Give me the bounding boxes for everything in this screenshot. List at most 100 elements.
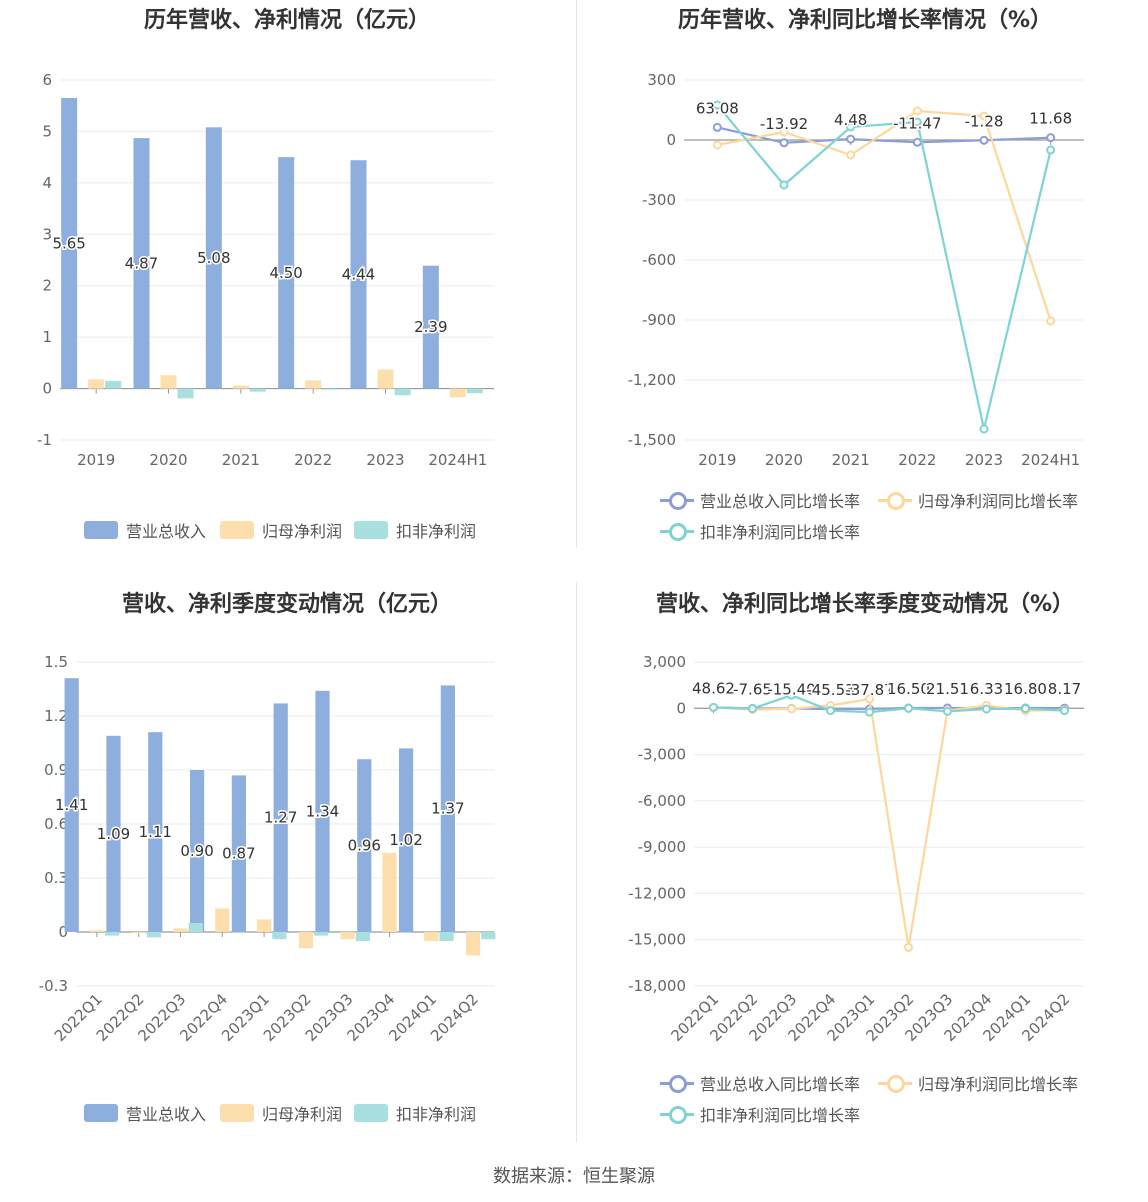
legend-item-net-profit[interactable]: 归母净利润 xyxy=(220,518,342,542)
bar-revenue xyxy=(205,127,222,389)
legend-swatch xyxy=(354,1104,388,1122)
data-point xyxy=(982,704,991,714)
data-label: -45.53 xyxy=(806,681,854,699)
y-tick-label: -12,000 xyxy=(628,884,686,902)
data-label: 8.17 xyxy=(1048,680,1081,698)
x-tick-label: 2020 xyxy=(765,451,803,469)
legend-label: 归母净利润 xyxy=(262,522,343,541)
bar-deducted-profit xyxy=(230,932,245,933)
legend-item-deducted-profit[interactable]: 扣非净利润 xyxy=(354,1101,476,1125)
data-label: 16.50 xyxy=(887,680,930,698)
bar-net-profit xyxy=(131,932,146,933)
y-tick-label: 3,000 xyxy=(643,653,686,671)
y-tick-label: 3 xyxy=(42,225,52,243)
bar-revenue xyxy=(422,265,439,389)
legend-label: 归母净利润 xyxy=(262,1105,343,1124)
data-point xyxy=(979,111,989,121)
data-point xyxy=(865,694,874,704)
x-tick-label: 2021 xyxy=(832,451,870,469)
data-point xyxy=(1046,316,1056,326)
y-tick-label: 0.3 xyxy=(44,869,68,887)
chart-canvas: 3,000 0 -3,000 -6,000 -9,000 -12,000 -15,000 -1… xyxy=(628,653,1084,1045)
data-point xyxy=(1021,704,1030,714)
x-tick-label: 2024H1 xyxy=(428,451,487,469)
bar-deducted-profit xyxy=(355,932,371,941)
data-label: 4.48 xyxy=(834,111,867,129)
legend-swatch xyxy=(220,521,254,539)
legend-swatch xyxy=(84,521,118,539)
legend-item-net-profit-growth[interactable]: 归母净利润同比增长率 xyxy=(878,488,1078,512)
series-line-deducted-profit-growth xyxy=(713,693,1065,714)
data-label: 6.33 xyxy=(970,680,1003,698)
bar-deducted-profit xyxy=(188,923,203,932)
bar-net-profit xyxy=(215,908,230,932)
data-point xyxy=(1046,133,1056,143)
legend-item-deducted-profit-growth[interactable]: 扣非净利润同比增长率 xyxy=(660,519,860,543)
bar-deducted-profit xyxy=(394,388,411,396)
data-point xyxy=(846,134,856,144)
data-point xyxy=(979,135,989,145)
chart-canvas: 300 0 -300 -600 -900 -1,200 -1,500 2019 2020 2021… xyxy=(628,71,1084,469)
x-tick-label: 2024H1 xyxy=(1021,451,1080,469)
bar-deducted-profit xyxy=(397,932,412,933)
bar-deducted-profit xyxy=(105,932,120,936)
legend-item-revenue-growth[interactable]: 营业总收入同比增长率 xyxy=(660,1071,860,1095)
legend-label: 扣非净利润 xyxy=(396,522,477,541)
data-label: 1.02 xyxy=(389,831,422,849)
y-tick-label: -900 xyxy=(642,311,676,329)
bar-net-profit xyxy=(232,385,249,389)
bar-revenue xyxy=(106,735,121,932)
bar-revenue xyxy=(357,759,372,932)
y-tick-label: 0 xyxy=(42,380,52,398)
legend-item-deducted-profit[interactable]: 扣非净利润 xyxy=(354,518,476,542)
y-tick-label: 2 xyxy=(42,277,52,295)
y-tick-label: -6,000 xyxy=(638,792,686,810)
bar-revenue xyxy=(64,678,79,932)
legend-item-net-profit[interactable]: 归母净利润 xyxy=(220,1101,342,1125)
bar-net-profit xyxy=(340,932,355,940)
data-point xyxy=(904,703,913,713)
legend-item-revenue[interactable]: 营业总收入 xyxy=(84,1101,206,1125)
legend-swatch xyxy=(660,491,694,510)
bar-deducted-profit xyxy=(272,932,287,940)
annual-revenue-profit-chart: 历年营收、净利情况（亿元） 6 5 4 3 2 1 0 -1 2019 2020 2021 2022 2… xyxy=(0,0,574,580)
data-point xyxy=(712,122,722,132)
bar-net-profit xyxy=(173,928,188,932)
data-point xyxy=(712,100,722,110)
data-point xyxy=(1060,706,1069,716)
bar-revenue xyxy=(231,775,246,932)
legend-label: 扣非净利润同比增长率 xyxy=(700,523,861,542)
data-label: 0.87 xyxy=(222,845,255,863)
data-point xyxy=(865,707,874,717)
x-tick-label: 2021 xyxy=(222,451,260,469)
bar-revenue xyxy=(278,157,295,389)
y-tick-label: 0 xyxy=(666,131,676,149)
legend-item-revenue-growth[interactable]: 营业总收入同比增长率 xyxy=(660,488,860,512)
data-point xyxy=(979,424,989,434)
legend-swatch xyxy=(660,1074,694,1093)
annual-growth-rate-chart: 历年营收、净利同比增长率情况（%） 300 0 -300 -600 -900 -1,200… xyxy=(578,0,1148,580)
bar-net-profit xyxy=(424,932,439,941)
bar-net-profit xyxy=(160,375,177,389)
y-tick-label: -18,000 xyxy=(628,977,686,995)
legend-label: 营业总收入 xyxy=(126,1105,207,1124)
bar-net-profit xyxy=(89,930,105,932)
bar-net-profit xyxy=(377,369,394,389)
chart-title: 营收、净利季度变动情况（亿元） xyxy=(121,592,452,617)
y-tick-label: 0.6 xyxy=(44,815,68,833)
data-point xyxy=(904,942,913,952)
chart-title: 营收、净利同比增长率季度变动情况（%） xyxy=(655,592,1075,617)
data-label: -15.40 xyxy=(767,681,815,699)
data-label: 0.90 xyxy=(180,842,213,860)
bar-revenue xyxy=(148,732,163,932)
chart-title: 历年营收、净利情况（亿元） xyxy=(143,8,430,33)
series-line-net-profit-growth xyxy=(713,697,1065,948)
legend-item-deducted-profit-growth[interactable]: 扣非净利润同比增长率 xyxy=(660,1102,860,1126)
bar-deducted-profit xyxy=(146,932,162,938)
bar-deducted-profit xyxy=(177,388,194,399)
x-tick-label: 2022 xyxy=(294,451,332,469)
legend-item-revenue[interactable]: 营业总收入 xyxy=(84,518,206,542)
legend-item-net-profit-growth[interactable]: 归母净利润同比增长率 xyxy=(878,1071,1078,1095)
y-tick-label: 5 xyxy=(42,122,52,140)
data-point xyxy=(912,117,922,127)
